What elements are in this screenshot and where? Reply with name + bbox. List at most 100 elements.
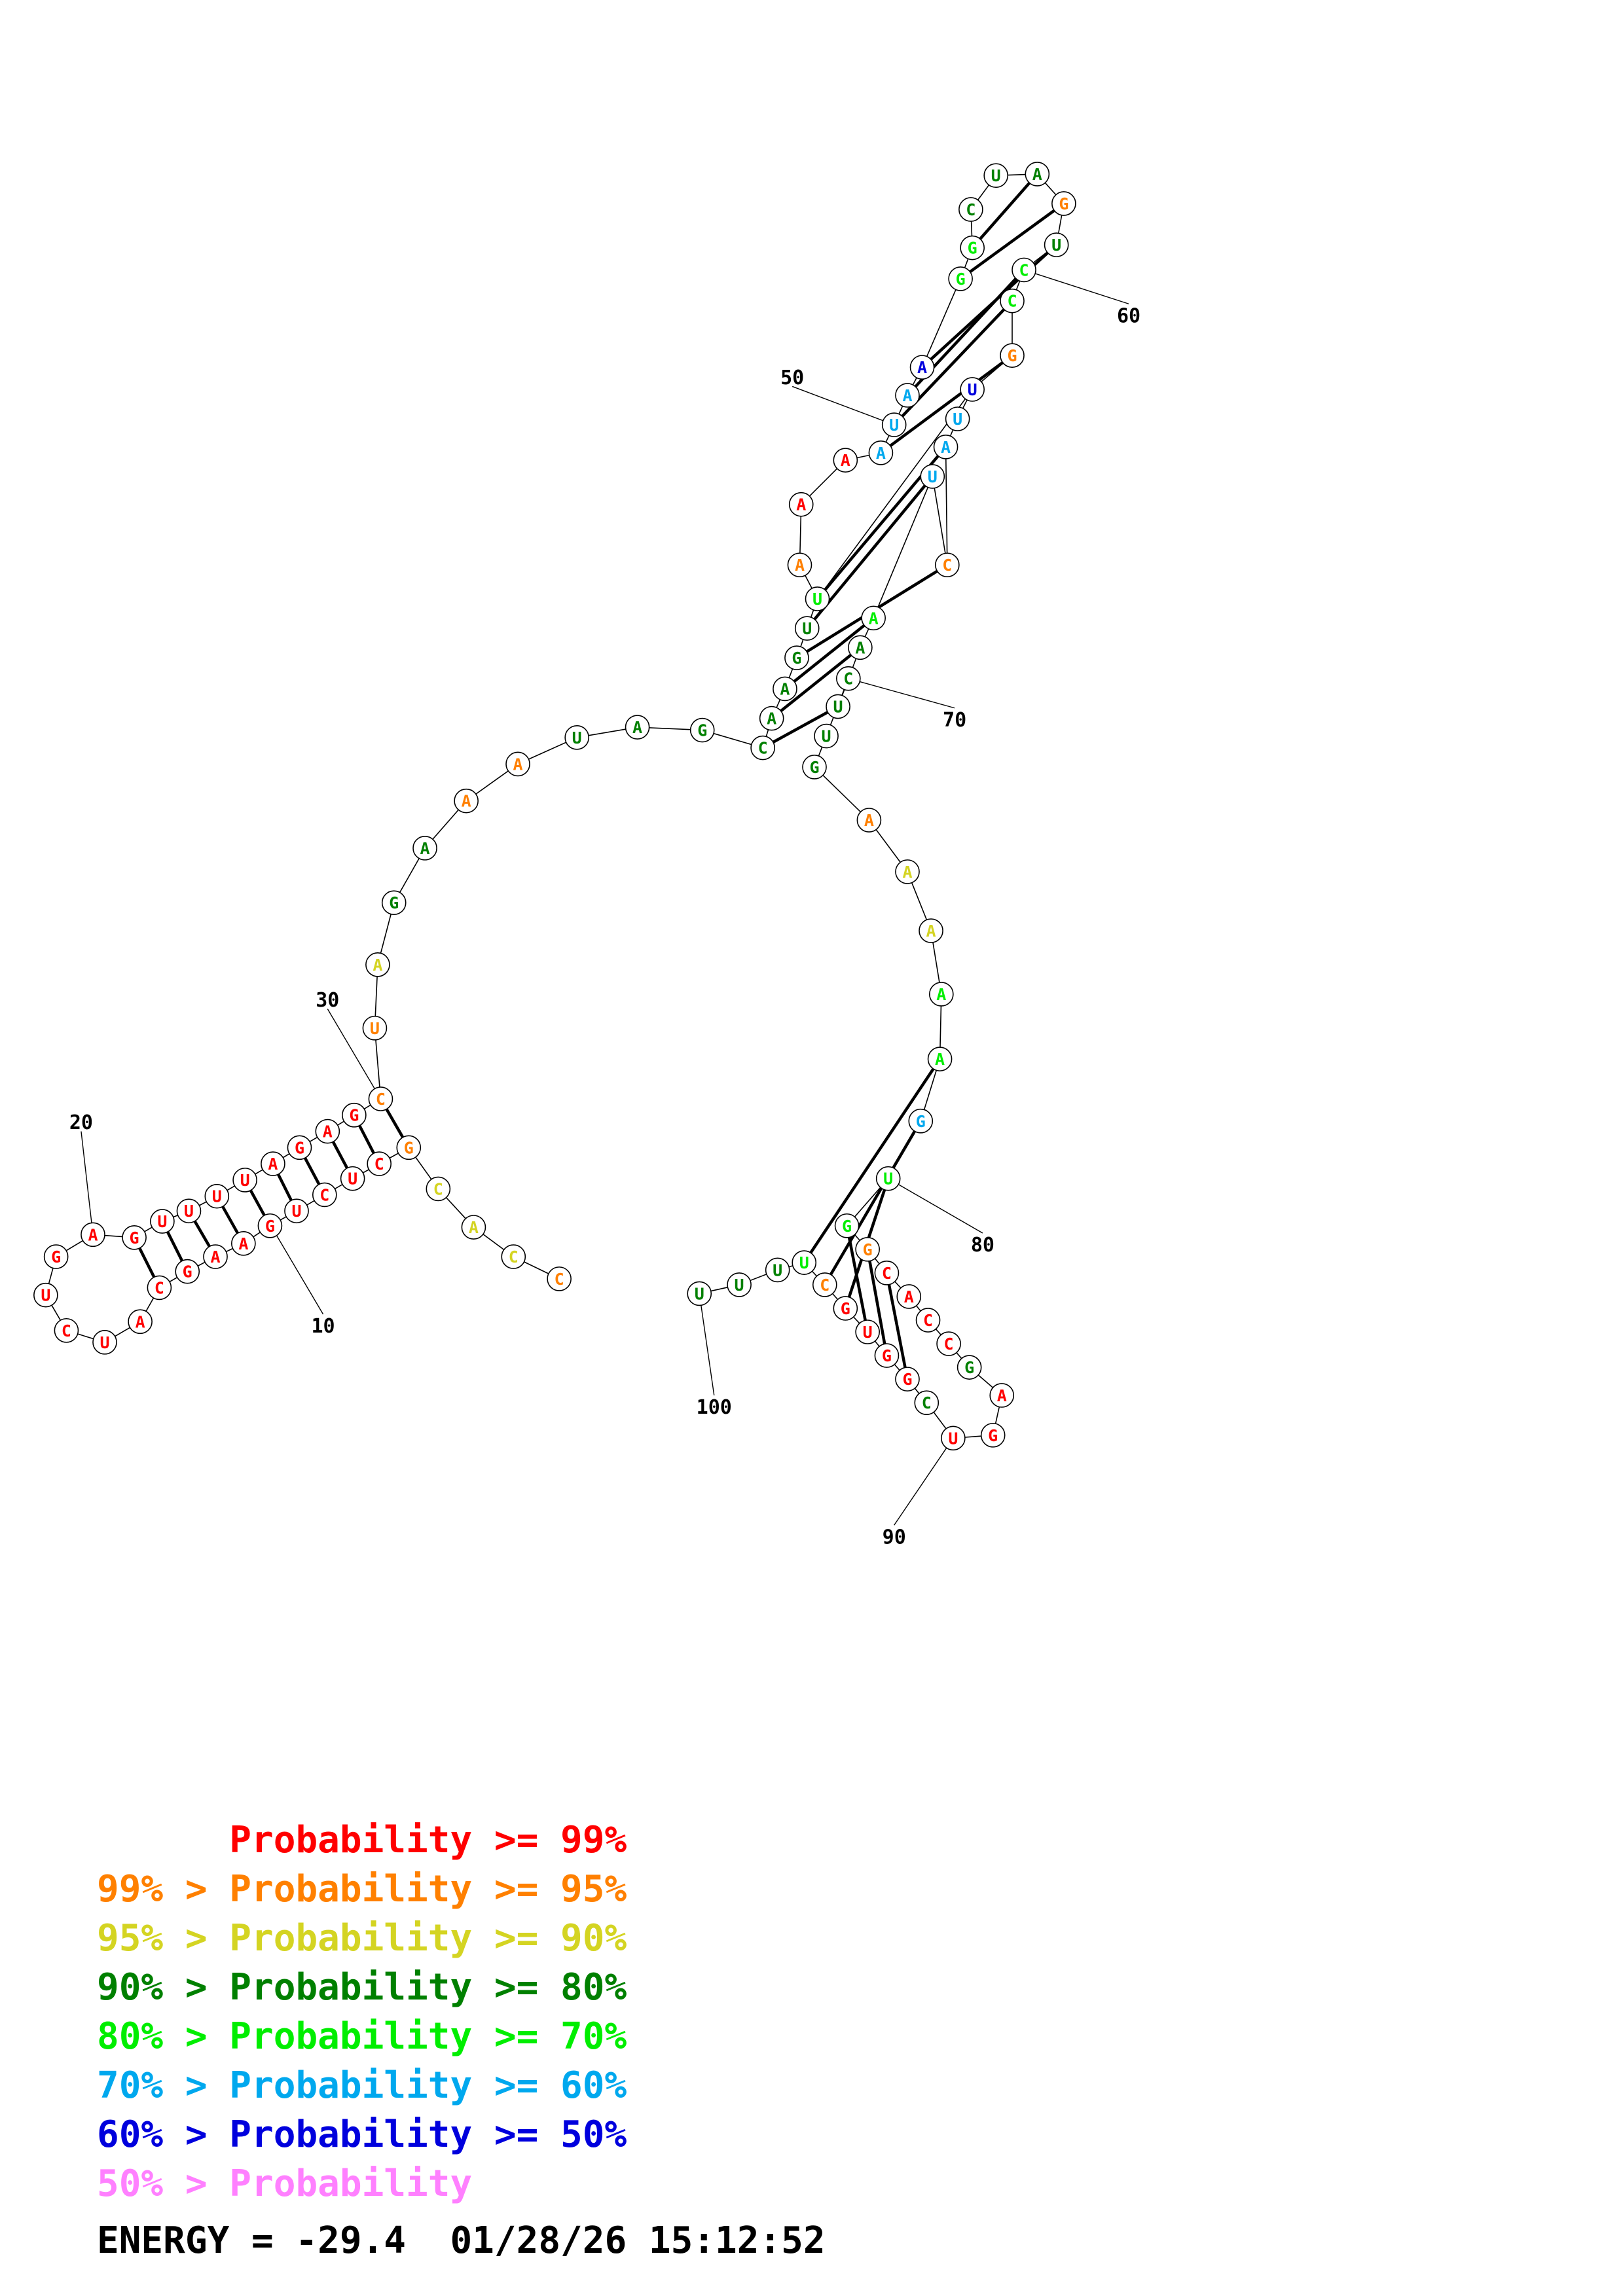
nucleotide: A (933, 435, 958, 459)
backbone-bond (932, 476, 948, 565)
legend-range-prefix: 90% > (97, 1966, 230, 2009)
nucleotide-letter: U (863, 1323, 873, 1342)
nucleotide-circle (547, 1266, 572, 1291)
nucleotide-letter: A (936, 985, 946, 1004)
nucleotide-letter: A (902, 386, 912, 405)
nucleotide-letter: G (902, 1370, 912, 1389)
nucleotide-circle (868, 440, 894, 465)
nucleotide-circle (896, 1284, 922, 1309)
nucleotide-letter: A (941, 438, 951, 457)
nucleotide: A (365, 952, 390, 977)
nucleotide: U (204, 1183, 230, 1209)
position-pointer (894, 1437, 954, 1526)
position-label: 50 (780, 367, 804, 389)
nucleotide: A (788, 492, 814, 517)
energy-footer: ENERGY = -29.4 01/28/26 15:12:52 (97, 2216, 826, 2265)
nucleotide: U (792, 1250, 817, 1275)
nucleotide-circle (412, 836, 437, 861)
nucleotide-circle (122, 1225, 147, 1250)
nucleotide-circle (958, 197, 983, 222)
backbone-bond (921, 278, 961, 368)
position-pointers (81, 269, 1129, 1526)
nucleotide: A (895, 383, 920, 408)
nucleotide-circle (1025, 162, 1050, 187)
nucleotide: C (367, 1151, 392, 1176)
position-pointer (888, 1178, 983, 1234)
nucleotide-circle (750, 735, 775, 761)
backbone-bond (945, 446, 948, 565)
position-pointer (81, 1131, 94, 1235)
base-pair (921, 243, 1058, 368)
nucleotide-circle (689, 717, 715, 743)
nucleotide-circle (287, 1135, 312, 1160)
position-pointer (792, 386, 894, 425)
position-pointer (269, 1224, 324, 1315)
nucleotide-circle (805, 586, 830, 611)
nucleotide-circle (927, 1047, 953, 1071)
nucleotide: U (960, 377, 985, 402)
nucleotide-letter: A (869, 609, 879, 628)
nucleotide-circle (960, 235, 985, 260)
base-pair (803, 1058, 941, 1264)
nucleotide: G (908, 1108, 934, 1134)
nucleotide-letter: G (130, 1229, 139, 1247)
nucleotide: G (784, 645, 809, 670)
nucleotide: U (564, 725, 590, 750)
nucleotide: A (231, 1230, 256, 1256)
nucleotide-circle (915, 1308, 941, 1333)
legend-range-prefix: 99% > (97, 1868, 230, 1910)
nucleotide-circle (342, 1102, 367, 1128)
legend-label: Probability >= 70% (229, 2015, 627, 2058)
position-label: 10 (311, 1315, 335, 1338)
nucleotide-letter: U (240, 1171, 250, 1190)
legend-label: Probability (229, 2162, 473, 2205)
legend-label: Probability >= 50% (229, 2113, 627, 2156)
nucleotide-circle (802, 755, 827, 780)
nucleotide-circle (454, 788, 479, 814)
nucleotide-letter: U (157, 1212, 167, 1231)
nucleotide: U (340, 1166, 365, 1191)
nucleotide: A (989, 1383, 1015, 1408)
nucleotide-letter: G (1007, 346, 1017, 365)
nucleotide-letter: C (882, 1264, 892, 1283)
nucleotide: U (920, 464, 945, 489)
timestamp: 01/28/26 15:12:52 (450, 2219, 826, 2262)
nucleotide: A (896, 1284, 922, 1309)
nucleotide: A (261, 1151, 285, 1176)
nucleotide: A (81, 1222, 105, 1247)
nucleotide-letter: C (942, 556, 952, 575)
nucleotide: A (759, 706, 784, 731)
nucleotide: C (750, 735, 775, 761)
nucleotide-letter: A (268, 1155, 278, 1174)
nucleotide-circle (505, 751, 530, 777)
nucleotide-circle (1000, 343, 1025, 368)
nucleotide: U (284, 1198, 309, 1224)
nucleotide-letter: A (935, 1050, 945, 1069)
legend-label: Probability >= 99% (229, 1819, 627, 1861)
base-pair-bonds (133, 173, 1065, 1380)
nucleotide-letter: U (212, 1187, 222, 1206)
energy-value: ENERGY = -29.4 (97, 2219, 407, 2262)
nucleotide-letter: G (842, 1217, 852, 1236)
nucleotide: G (175, 1259, 200, 1284)
nucleotide-letter: A (238, 1234, 248, 1253)
nucleotide: G (834, 1213, 860, 1238)
nucleotide-circle (367, 1151, 392, 1176)
nucleotide-circle (895, 1367, 920, 1391)
nucleotide: U (814, 723, 839, 749)
position-pointer (1023, 269, 1129, 304)
nucleotide: U (794, 616, 820, 641)
nucleotide-circle (461, 1215, 486, 1240)
nucleotide-circle (340, 1166, 365, 1191)
nucleotide: U (176, 1198, 202, 1224)
nucleotide-letter: A (904, 1287, 914, 1306)
nucleotide-letter: G (968, 239, 977, 258)
nucleotide-circle (848, 635, 873, 660)
nucleotide-circle (941, 1426, 966, 1451)
nucleotide-circle (368, 1086, 393, 1111)
legend-label: Probability >= 60% (229, 2064, 627, 2107)
nucleotide-circle (919, 918, 943, 943)
nucleotide: C (1012, 257, 1036, 283)
position-pointer (327, 1009, 382, 1100)
nucleotide: A (203, 1244, 228, 1269)
